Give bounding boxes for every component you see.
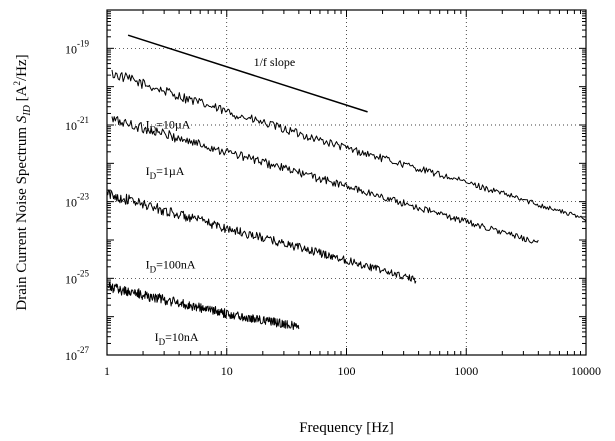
y-tick-base: 10 (65, 196, 77, 210)
series-line (106, 189, 417, 284)
y-tick-label: 10-21 (65, 115, 89, 133)
y-tick-base: 10 (65, 272, 77, 286)
y-axis-title-unit-pre: [A (14, 85, 30, 105)
one-over-f-slope-line (127, 34, 368, 113)
y-tick-base: 10 (65, 42, 77, 56)
series-label: ID=10nA (155, 330, 199, 347)
y-tick-label: 10-19 (65, 38, 89, 56)
x-tick-label: 10000 (571, 364, 601, 378)
y-tick-label: 10-23 (65, 192, 89, 210)
series-label-part: I (146, 164, 150, 178)
y-tick-exponent: -21 (77, 115, 89, 125)
series-label-part: =100nA (156, 258, 196, 272)
y-axis-title-symbol: S (14, 115, 30, 123)
series-label-part: D (159, 337, 166, 347)
series-label: ID=100nA (146, 258, 196, 275)
reference-slope-group: 1/f slope (127, 34, 368, 113)
y-tick-exponent: -19 (77, 38, 89, 48)
x-tick-label: 10 (221, 364, 233, 378)
y-tick-exponent: -25 (77, 268, 89, 278)
y-tick-label: 10-25 (65, 268, 89, 286)
series-label-part: I (146, 258, 150, 272)
series-label-part: I (155, 330, 159, 344)
series-label-part: D (150, 125, 157, 135)
series-line (111, 116, 539, 244)
series-group (106, 69, 587, 330)
y-axis-title: Drain Current Noise Spectrum SID [A2/Hz] (12, 54, 33, 310)
series-label-part: =10µA (156, 118, 191, 132)
series-label-part: I (146, 118, 150, 132)
y-tick-label: 10-27 (65, 345, 89, 363)
y-tick-base: 10 (65, 349, 77, 363)
x-tick-label: 1 (104, 364, 110, 378)
y-tick-exponent: -27 (77, 345, 89, 355)
y-axis-title-unit-sup: 2 (12, 81, 22, 86)
x-tick-label: 1000 (454, 364, 478, 378)
y-tick-exponent: -23 (77, 192, 89, 202)
series-label-part: =1µA (156, 164, 185, 178)
x-tick-label: 100 (338, 364, 356, 378)
series-line (106, 281, 300, 330)
series-label-part: D (150, 171, 157, 181)
y-axis-title-unit-post: /Hz] (14, 54, 30, 81)
x-axis-title: Frequency [Hz] (299, 420, 394, 436)
y-tick-base: 10 (65, 119, 77, 133)
grid-lines (107, 10, 586, 355)
series-label-part: =10nA (165, 330, 199, 344)
y-axis-title-main: Drain Current Noise Spectrum (14, 123, 30, 310)
series-label-part: D (150, 265, 157, 275)
y-axis-title-sub: ID (22, 104, 33, 116)
series-label: ID=10µA (146, 118, 191, 135)
one-over-f-slope-label: 1/f slope (254, 55, 296, 69)
series-line (111, 69, 587, 222)
series-label: ID=1µA (146, 164, 185, 181)
